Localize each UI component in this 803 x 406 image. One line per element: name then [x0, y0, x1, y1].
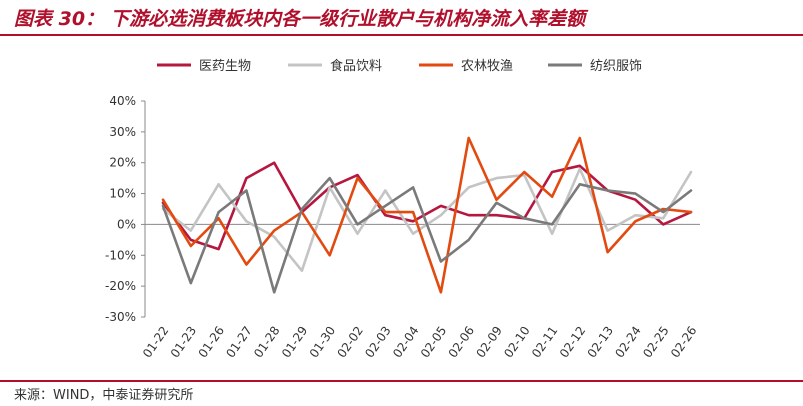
x-tick-label: 02-06 [446, 324, 477, 361]
x-tick-label: 02-11 [529, 324, 560, 361]
x-tick-label: 02-12 [557, 324, 588, 361]
x-tick-label: 02-26 [668, 324, 699, 361]
figure-title-text: 下游必选消费板块内各一级行业散户与机构净流入率差额 [110, 8, 586, 30]
x-tick-label: 02-25 [640, 324, 671, 361]
legend-label-4: 纺织服饰 [590, 59, 642, 74]
y-tick-label: -20% [105, 279, 136, 293]
x-tick-label: 01-23 [168, 324, 199, 361]
y-tick-label: 10% [109, 187, 136, 201]
chart-legend: 医药生物 食品饮料 农林牧渔 纺织服饰 [157, 58, 642, 74]
legend-label-3: 农林牧渔 [461, 59, 513, 74]
figure-number: 图表 30： [14, 8, 105, 30]
title-divider [0, 34, 803, 36]
x-tick-label: 02-05 [418, 324, 449, 361]
y-tick-label: -10% [105, 248, 136, 262]
chart-series-lines [161, 136, 693, 294]
source-note: 来源：WIND，中泰证券研究所 [14, 388, 194, 403]
y-tick-label: 20% [109, 156, 136, 170]
x-tick-label: 01-30 [307, 324, 338, 361]
x-tick-label: 01-29 [279, 324, 310, 361]
x-tick-label: 01-26 [196, 324, 227, 361]
x-tick-label: 01-28 [251, 324, 282, 361]
series-line-3 [161, 136, 693, 294]
x-tick-label: 01-22 [140, 324, 171, 361]
figure-title: 图表 30： 下游必选消费板块内各一级行业散户与机构净流入率差额 [14, 4, 585, 31]
line-chart: 医药生物 食品饮料 农林牧渔 纺织服饰 40% 30% 20% 10% 0% -10% -20% -… [105, 58, 700, 361]
x-tick-label: 02-02 [335, 324, 366, 361]
x-tick-label: 02-10 [501, 324, 532, 361]
series-line-4 [161, 176, 693, 294]
x-tick-label: 02-09 [473, 324, 504, 361]
x-tick-label: 02-03 [362, 324, 393, 361]
y-tick-label: 40% [109, 94, 136, 108]
x-tick-label: 02-13 [585, 324, 616, 361]
legend-label-2: 食品饮料 [330, 58, 382, 74]
legend-label-1: 医药生物 [199, 59, 251, 74]
footer-divider [0, 380, 803, 382]
x-tick-label: 02-24 [612, 324, 643, 361]
y-tick-label: -30% [105, 310, 136, 324]
x-tick-label: 02-04 [390, 324, 421, 361]
series-line-1 [161, 161, 693, 251]
y-tick-label: 30% [109, 125, 136, 139]
y-tick-label: 0% [117, 217, 136, 231]
x-tick-label: 01-27 [223, 324, 254, 361]
